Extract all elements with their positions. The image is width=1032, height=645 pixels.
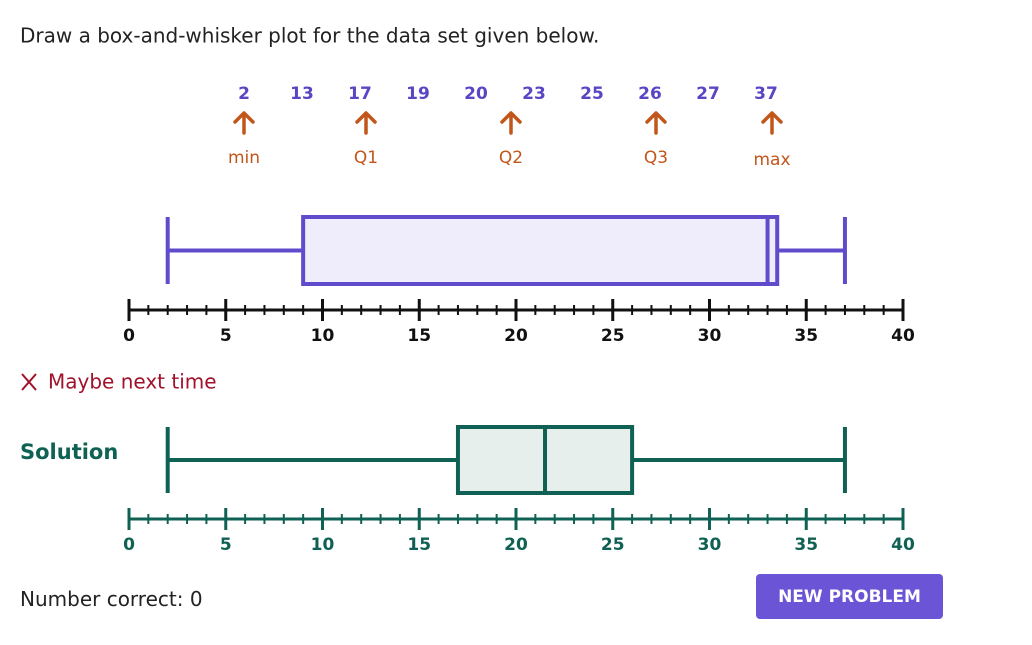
data-value: 23 xyxy=(522,84,546,104)
marker-label: min xyxy=(228,148,260,168)
x-tick-label: 40 xyxy=(891,326,915,346)
x-tick-label: 0 xyxy=(123,326,135,346)
x-tick-label: 15 xyxy=(407,535,431,555)
x-tick-label: 40 xyxy=(891,535,915,555)
x-tick-label: 0 xyxy=(123,535,135,555)
prompt: Draw a box-and-whisker plot for the data… xyxy=(20,24,599,48)
solution-label: Solution xyxy=(20,440,118,464)
marker-label: max xyxy=(753,150,790,170)
data-value: 27 xyxy=(696,84,720,104)
score-value: 0 xyxy=(190,587,203,611)
button-bg xyxy=(756,574,943,619)
x-tick-label: 35 xyxy=(794,326,818,346)
x-tick-label: 25 xyxy=(601,326,625,346)
x-tick-label: 20 xyxy=(504,326,528,346)
x-tick-label: 5 xyxy=(220,535,232,555)
marker-label: Q3 xyxy=(644,148,668,168)
button-label: NEW PROBLEM xyxy=(778,587,921,607)
data-value: 37 xyxy=(754,84,778,104)
x-tick-label: 5 xyxy=(220,326,232,346)
data-value: 2 xyxy=(238,84,250,104)
marker-label: Q1 xyxy=(354,148,378,168)
x-tick-label: 15 xyxy=(407,326,431,346)
data-value: 13 xyxy=(290,84,314,104)
x-tick-label: 30 xyxy=(698,535,722,555)
score: Number correct: 0 xyxy=(20,587,203,611)
data-value: 17 xyxy=(348,84,372,104)
data-value: 20 xyxy=(464,84,488,104)
cross-icon xyxy=(21,373,37,391)
feedback: Maybe next time xyxy=(48,370,217,394)
x-tick-label: 30 xyxy=(698,326,722,346)
score-label: Number correct: xyxy=(20,587,183,611)
x-tick-label: 20 xyxy=(504,535,528,555)
x-tick-label: 35 xyxy=(794,535,818,555)
arrows xyxy=(233,111,783,135)
x-tick-label: 10 xyxy=(311,535,335,555)
data-value: 26 xyxy=(638,84,662,104)
box xyxy=(301,215,780,286)
new-problem-button[interactable]: NEW PROBLEM xyxy=(756,574,943,619)
data-value: 19 xyxy=(406,84,430,104)
x-tick-label: 10 xyxy=(311,326,335,346)
data-value: 25 xyxy=(580,84,604,104)
marker-label: Q2 xyxy=(499,148,523,168)
x-tick-label: 25 xyxy=(601,535,625,555)
